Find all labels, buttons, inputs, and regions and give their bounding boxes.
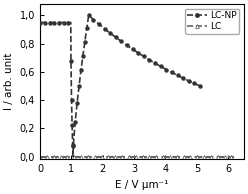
LC: [46, 155, 49, 158]
LC-NP: [198, 85, 201, 87]
Line: LC-NP: LC-NP: [38, 14, 201, 158]
Y-axis label: I / arb. unit: I / arb. unit: [4, 53, 14, 110]
LC: [223, 155, 226, 158]
LC-NP: [71, 153, 74, 155]
LC: [216, 155, 219, 158]
LC-NP: [87, 14, 90, 17]
LC-NP: [105, 29, 108, 31]
Legend: LC-NP, LC: LC-NP, LC: [185, 9, 239, 34]
LC: [75, 155, 78, 158]
LC-NP: [46, 21, 49, 24]
LC-NP: [155, 63, 158, 65]
Line: LC: LC: [38, 155, 236, 158]
LC: [39, 155, 42, 158]
LC: [90, 155, 93, 158]
LC: [50, 155, 53, 158]
LC-NP: [80, 69, 83, 71]
LC: [233, 155, 236, 158]
LC-NP: [167, 69, 170, 72]
X-axis label: E / V μm⁻¹: E / V μm⁻¹: [115, 180, 169, 190]
LC-NP: [71, 155, 74, 158]
LC-NP: [39, 21, 42, 24]
